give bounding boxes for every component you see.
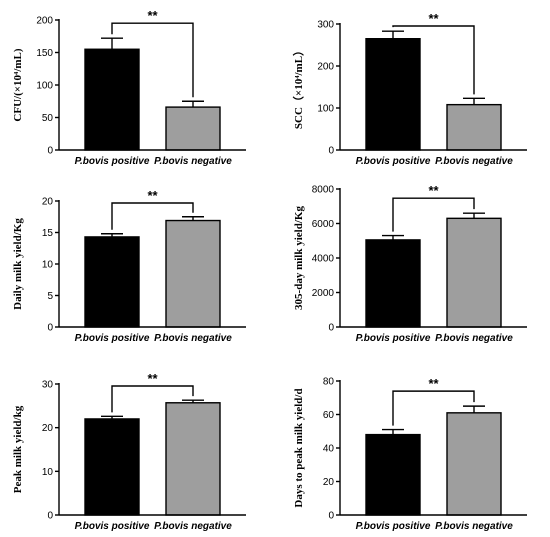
y-axis-label: Daily milk yield/Kg: [12, 218, 24, 310]
y-tick-label: 50: [42, 113, 54, 124]
bar-negative: [446, 412, 502, 516]
y-tick-label: 20: [42, 197, 54, 208]
y-tick-label: 100: [36, 81, 53, 92]
y-tick-label: 20: [323, 477, 335, 488]
chart-panel-4: 305-day milk yield/Kg P.bovis positive P.b…: [293, 183, 527, 344]
category-label: P.bovis positive: [75, 156, 150, 167]
bar-negative: [165, 402, 221, 516]
y-tick-label: 100: [317, 104, 334, 115]
significance-label: **: [428, 376, 439, 391]
significance-label: **: [428, 183, 439, 198]
bar-negative: [165, 106, 221, 151]
y-tick-label: 2000: [312, 288, 335, 299]
y-tick-label: 10: [42, 260, 54, 271]
y-tick-label: 10: [42, 467, 54, 478]
significance-label: **: [147, 8, 158, 23]
chart-panel-5: Peak milk yield/kg P.bovis positive P.bovi…: [12, 371, 246, 532]
significance-bracket: [111, 22, 194, 98]
category-label: P.bovis positive: [356, 333, 431, 344]
y-tick-label: 150: [36, 48, 53, 59]
y-tick-label: 0: [47, 511, 53, 522]
significance-label: **: [147, 371, 158, 386]
category-label: P.bovis negative: [435, 333, 513, 344]
chart-panel-1: CFU/(×10⁴/mL) P.bovis positive P.bovis neg…: [12, 8, 246, 167]
category-label: P.bovis positive: [75, 521, 150, 532]
y-axis-label: SCC（×10⁴/mL）: [292, 45, 305, 129]
category-label: P.bovis positive: [356, 521, 431, 532]
y-tick-label: 300: [317, 20, 334, 31]
significance-label: **: [147, 188, 158, 203]
bar-positive: [84, 236, 140, 328]
bar-positive: [84, 48, 140, 151]
y-tick-label: 0: [47, 146, 53, 157]
category-label: P.bovis negative: [154, 521, 232, 532]
y-tick-label: 60: [323, 410, 335, 421]
significance-bracket: [392, 197, 475, 232]
y-tick-label: 0: [328, 323, 334, 334]
category-label: P.bovis positive: [356, 156, 431, 167]
y-axis-label: CFU/(×10⁴/mL): [12, 48, 24, 121]
y-tick-label: 4000: [312, 254, 335, 265]
chart-panel-6: Days to peak milk yield/d P.bovis positiv…: [293, 376, 527, 532]
bar-positive: [365, 433, 421, 516]
bar-negative: [446, 103, 502, 151]
bar-negative: [165, 219, 221, 328]
significance-bracket: [111, 385, 194, 413]
y-tick-label: 6000: [312, 219, 335, 230]
category-label: P.bovis negative: [435, 156, 513, 167]
y-tick-label: 80: [323, 377, 335, 388]
y-tick-label: 40: [323, 444, 335, 455]
category-label: P.bovis negative: [154, 333, 232, 344]
bar-positive: [84, 418, 140, 516]
chart-panel-2: SCC（×10⁴/mL） P.bovis positive P.bovis nega…: [292, 11, 527, 167]
bar-negative: [446, 217, 502, 328]
y-tick-label: 200: [317, 62, 334, 73]
category-label: P.bovis negative: [435, 521, 513, 532]
bar-positive: [365, 239, 421, 328]
significance-label: **: [428, 11, 439, 26]
y-tick-label: 0: [328, 511, 334, 522]
y-tick-label: 20: [42, 423, 54, 434]
bar-positive: [365, 38, 421, 151]
y-axis-label: Peak milk yield/kg: [12, 405, 24, 493]
y-tick-label: 0: [47, 323, 53, 334]
y-tick-label: 15: [42, 228, 54, 239]
significance-bracket: [392, 25, 475, 95]
y-tick-label: 8000: [312, 185, 335, 196]
y-axis-label: 305-day milk yield/Kg: [293, 206, 305, 310]
significance-bracket: [111, 202, 194, 230]
y-tick-label: 200: [36, 16, 53, 27]
y-tick-label: 0: [328, 146, 334, 157]
significance-bracket: [392, 390, 475, 426]
y-tick-label: 30: [42, 380, 54, 391]
category-label: P.bovis positive: [75, 333, 150, 344]
y-axis-label: Days to peak milk yield/d: [293, 388, 305, 507]
y-tick-label: 5: [47, 291, 53, 302]
category-label: P.bovis negative: [154, 156, 232, 167]
chart-panel-3: Daily milk yield/Kg P.bovis positive P.bov…: [12, 188, 246, 344]
